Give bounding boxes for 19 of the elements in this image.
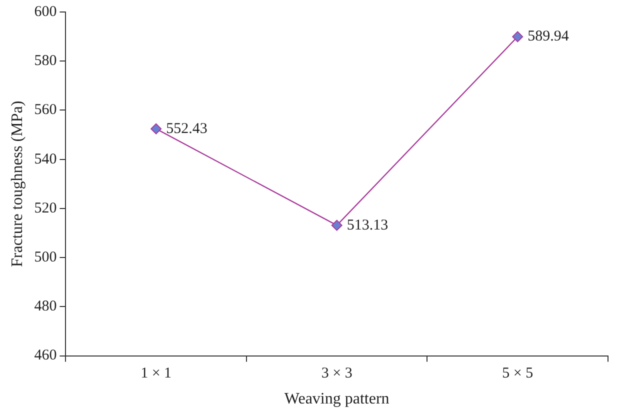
y-tick-label: 520 [34, 200, 57, 216]
data-label: 589.94 [528, 28, 570, 45]
y-axis-title: Fracture toughness (MPa) [8, 100, 26, 267]
x-tick-label: 3 × 3 [321, 366, 352, 382]
y-tick-label: 540 [34, 151, 57, 168]
point [331, 220, 342, 231]
y-tick-label: 460 [34, 348, 57, 364]
x-tick-label: 5 × 5 [502, 366, 534, 382]
point [512, 31, 524, 42]
data-label: 552.43 [166, 120, 208, 137]
x-axis-title: Weaving pattern [284, 390, 390, 408]
y-tick-label: 560 [34, 102, 57, 118]
x-tick-label: 1 × 1 [140, 366, 172, 382]
point [150, 123, 162, 134]
data-label: 513.13 [346, 217, 388, 234]
y-tick-label: 600 [34, 4, 57, 20]
y-tick-label: 480 [34, 298, 57, 315]
y-tick-label: 500 [34, 250, 57, 266]
y-tick-label: 580 [34, 53, 57, 70]
